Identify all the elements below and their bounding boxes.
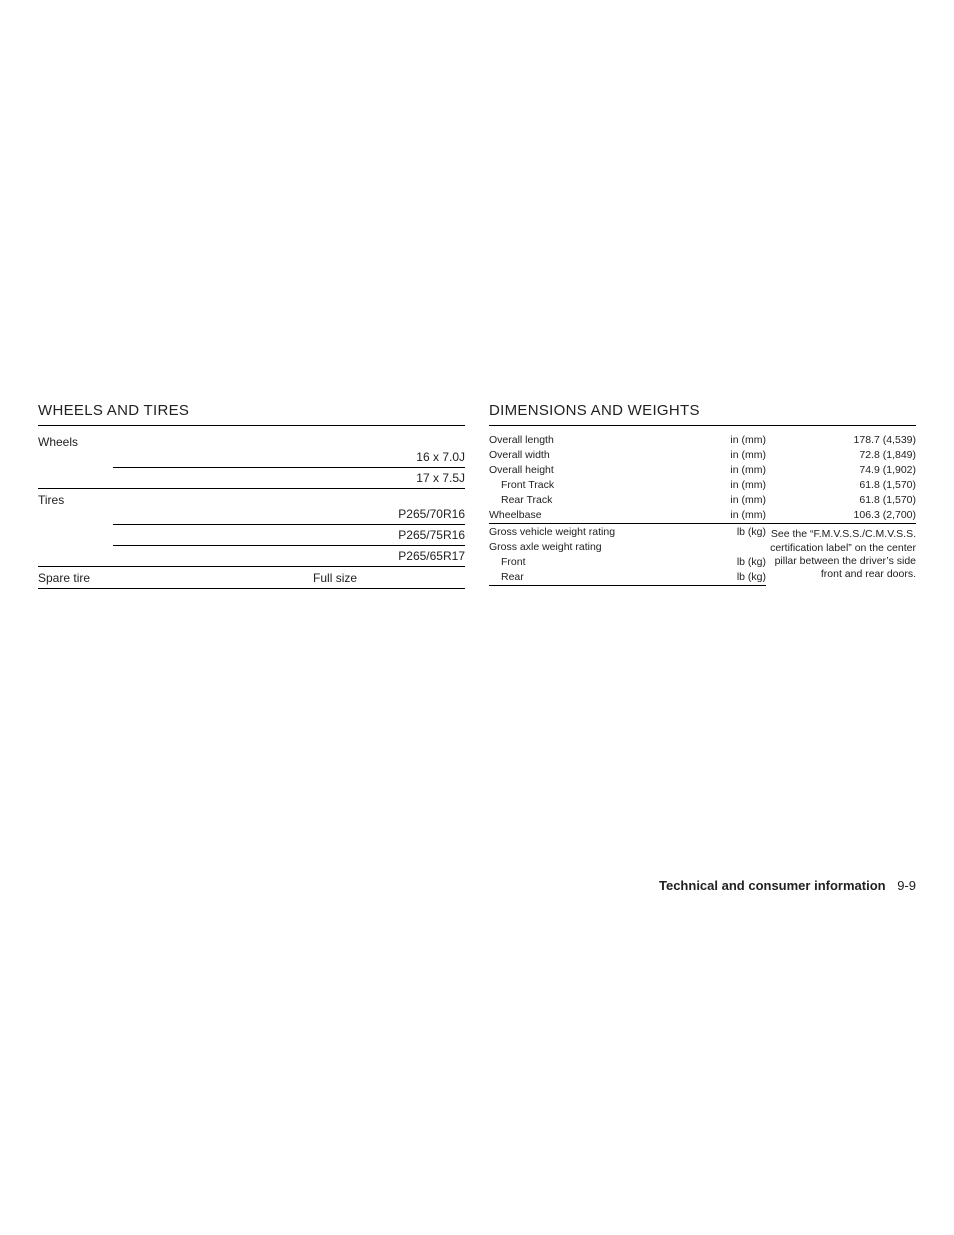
dimensions-weights-section: DIMENSIONS AND WEIGHTS Overall length in… <box>489 402 916 589</box>
wheel-value: 16 x 7.0J <box>113 432 465 468</box>
footer-page-number: 9-9 <box>897 878 916 893</box>
wheels-tires-title: WHEELS AND TIRES <box>38 402 465 426</box>
table-row: Overall length in (mm) 178.7 (4,539) <box>489 432 916 447</box>
table-row: Rear Track in (mm) 61.8 (1,570) <box>489 493 916 508</box>
spare-label: Spare tire <box>38 567 113 589</box>
footer-section: Technical and consumer information <box>659 878 886 893</box>
dimensions-weights-table: Overall length in (mm) 178.7 (4,539) Ove… <box>489 432 916 586</box>
table-row: Overall width in (mm) 72.8 (1,849) <box>489 447 916 462</box>
tire-value: P265/70R16 <box>113 489 465 525</box>
table-row: Gross vehicle weight rating lb (kg) See … <box>489 524 916 540</box>
tires-label: Tires <box>38 489 113 567</box>
dimensions-weights-title: DIMENSIONS AND WEIGHTS <box>489 402 916 426</box>
wheels-tires-section: WHEELS AND TIRES Wheels 16 x 7.0J 17 x 7… <box>38 402 465 589</box>
table-row: Overall height in (mm) 74.9 (1,902) <box>489 462 916 477</box>
table-row: Front Track in (mm) 61.8 (1,570) <box>489 478 916 493</box>
spare-value: Full size <box>113 567 465 589</box>
tire-value: P265/75R16 <box>113 525 465 546</box>
wheel-value: 17 x 7.5J <box>113 468 465 489</box>
table-row: Wheelbase in (mm) 106.3 (2,700) <box>489 508 916 524</box>
tire-value: P265/65R17 <box>113 546 465 567</box>
weights-note: See the “F.M.V.S.S./C.M.V.S.S. certifica… <box>766 524 916 586</box>
page-footer: Technical and consumer information 9-9 <box>659 878 916 893</box>
wheels-tires-table: Wheels 16 x 7.0J 17 x 7.5J Tires P265/70… <box>38 432 465 589</box>
wheels-label: Wheels <box>38 432 113 489</box>
